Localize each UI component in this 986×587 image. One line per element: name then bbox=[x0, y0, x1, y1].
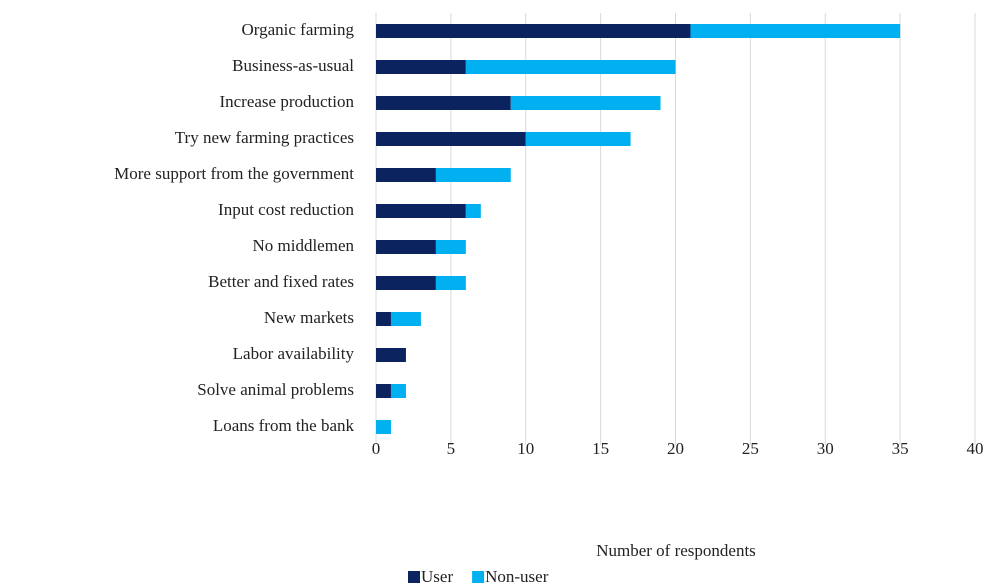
bar-segment bbox=[376, 204, 466, 218]
bar-segment bbox=[376, 132, 526, 146]
legend-label: User bbox=[421, 567, 453, 586]
bar-segment bbox=[435, 168, 511, 182]
x-tick-label: 0 bbox=[372, 439, 381, 458]
bar-segment bbox=[465, 60, 676, 74]
x-tick-label: 10 bbox=[517, 439, 534, 458]
bar-segment bbox=[376, 312, 391, 326]
legend-swatch bbox=[408, 571, 420, 583]
bar-segment bbox=[376, 24, 691, 38]
y-tick-label: Loans from the bank bbox=[213, 416, 355, 435]
y-tick-label: Try new farming practices bbox=[175, 128, 354, 147]
bar-segment bbox=[435, 240, 466, 254]
y-tick-label: Solve animal problems bbox=[197, 380, 354, 399]
legend-label: Non-user bbox=[485, 567, 549, 586]
bar-segment bbox=[376, 60, 466, 74]
bar-segment bbox=[435, 276, 466, 290]
x-tick-label: 5 bbox=[447, 439, 456, 458]
y-tick-label: Business-as-usual bbox=[232, 56, 354, 75]
legend-swatch bbox=[472, 571, 485, 583]
y-tick-label: Labor availability bbox=[233, 344, 355, 363]
x-tick-label: 25 bbox=[742, 439, 759, 458]
bar-segment bbox=[376, 168, 436, 182]
bar-segment bbox=[376, 276, 436, 290]
x-tick-label: 40 bbox=[967, 439, 984, 458]
y-tick-label: Input cost reduction bbox=[218, 200, 354, 219]
bar-segment bbox=[376, 96, 511, 110]
bar-segment bbox=[376, 420, 391, 434]
bar-segment bbox=[376, 240, 436, 254]
bar-segment bbox=[390, 312, 421, 326]
bar-segment bbox=[390, 384, 406, 398]
bar-segment bbox=[376, 384, 391, 398]
y-tick-label: New markets bbox=[264, 308, 354, 327]
x-tick-label: 35 bbox=[892, 439, 909, 458]
y-tick-label: Increase production bbox=[219, 92, 354, 111]
y-tick-label: More support from the government bbox=[114, 164, 354, 183]
bar-segment bbox=[510, 96, 661, 110]
bar-segment bbox=[525, 132, 631, 146]
y-tick-label: No middlemen bbox=[252, 236, 354, 255]
x-tick-label: 20 bbox=[667, 439, 684, 458]
y-tick-label: Better and fixed rates bbox=[208, 272, 354, 291]
bar-segment bbox=[690, 24, 901, 38]
bar-segment bbox=[376, 348, 406, 362]
x-axis-label: Number of respondents bbox=[596, 541, 756, 560]
x-tick-label: 30 bbox=[817, 439, 834, 458]
bar-segment bbox=[465, 204, 481, 218]
x-tick-label: 15 bbox=[592, 439, 609, 458]
y-tick-label: Organic farming bbox=[241, 20, 354, 39]
